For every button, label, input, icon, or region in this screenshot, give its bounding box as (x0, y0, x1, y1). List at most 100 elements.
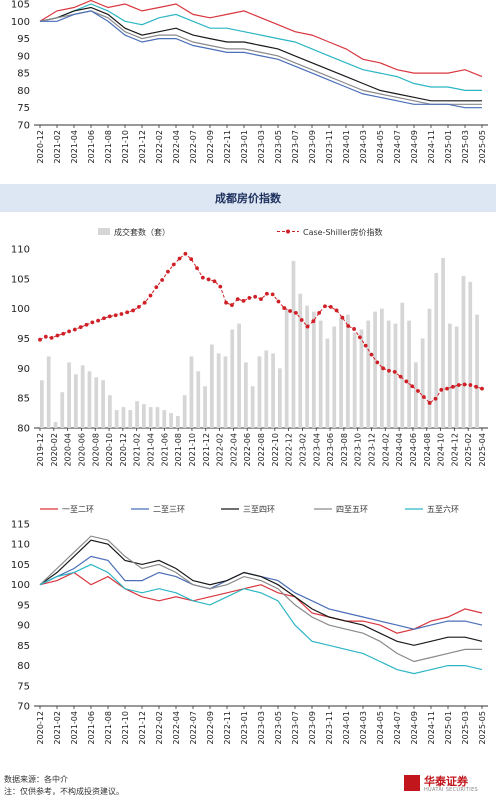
c2-legend-line-label: Case-Shiller房价指数 (303, 227, 383, 237)
c2-bar-61 (454, 326, 459, 428)
c2-bar-2 (53, 422, 58, 428)
c2-point-27 (195, 266, 199, 270)
c2-legend-bar-label: 成交套数（套） (114, 227, 170, 237)
c2-bar-64 (475, 314, 479, 428)
c2-point-36 (247, 296, 252, 300)
c2-point-5 (67, 329, 71, 334)
c2-bar-21 (182, 395, 187, 428)
c2-point-11 (102, 316, 106, 321)
c3-x-tick-2: 2021-04 (70, 711, 79, 744)
c3-x-tick-23: 2024-11 (427, 711, 436, 744)
c2-x-tick-18: 2022-12 (285, 433, 294, 466)
c1-x-tick-6: 2021-12 (138, 130, 147, 163)
c2-bar-30 (244, 362, 248, 428)
c1-series-3 (39, 10, 482, 105)
c2-point-21 (160, 278, 165, 282)
c2-point-25 (183, 251, 188, 256)
c2-bar-14 (135, 401, 139, 428)
c3-x-tick-17: 2023-11 (325, 711, 334, 744)
c3-y-tick-6: 100 (11, 580, 30, 591)
c2-x-tick-20: 2023-04 (312, 433, 321, 466)
c3-x-tick-7: 2022-02 (155, 711, 164, 744)
c2-point-57 (369, 352, 374, 357)
c2-point-44 (293, 310, 298, 315)
c3-x-tick-19: 2024-03 (359, 711, 368, 744)
c2-point-9 (90, 320, 95, 325)
c2-bar-17 (155, 407, 160, 428)
c1-x-tick-16: 2023-09 (308, 130, 317, 163)
c2-point-43 (288, 309, 292, 313)
c3-x-tick-10: 2022-09 (206, 711, 215, 744)
c2-bar-39 (305, 305, 309, 428)
c2-point-23 (171, 262, 176, 267)
c1-x-tick-4: 2021-08 (104, 130, 113, 163)
c3-x-tick-21: 2024-07 (393, 711, 402, 744)
c2-point-63 (404, 379, 409, 384)
c2-x-tick-4: 2020-08 (91, 433, 100, 466)
c3-x-tick-13: 2023-03 (257, 711, 266, 744)
banner-title: 成都房价指数 (215, 192, 281, 205)
c1-x-tick-3: 2021-06 (87, 130, 96, 163)
c3-x-tick-15: 2023-07 (291, 711, 300, 744)
c1-y-tick-6: 100 (11, 17, 30, 28)
c3-series-0 (39, 571, 483, 634)
c2-bar-31 (250, 386, 255, 428)
c2-point-76 (480, 386, 484, 391)
c2-point-72 (456, 383, 461, 387)
c2-point-62 (398, 374, 403, 379)
c2-point-34 (235, 297, 240, 302)
c2-bar-51 (386, 320, 391, 428)
c2-point-75 (474, 384, 479, 389)
c3-legend-label-0: 一至二环 (62, 505, 94, 514)
c2-bar-4 (67, 362, 71, 428)
c2-point-31 (218, 284, 223, 289)
c3-x-tick-0: 2020-12 (36, 711, 45, 744)
c1-y-tick-4: 90 (17, 51, 30, 62)
c2-point-68 (433, 396, 438, 401)
c2-point-15 (125, 310, 130, 315)
c3-x-tick-3: 2021-06 (87, 711, 96, 744)
c2-point-29 (206, 277, 211, 282)
c3-y-tick-2: 80 (17, 661, 30, 672)
c2-point-32 (224, 300, 229, 305)
c1-x-tick-9: 2022-07 (189, 130, 198, 163)
c3-series-4 (39, 563, 483, 675)
c1-x-tick-25: 2025-03 (461, 130, 470, 163)
c2-x-tick-24: 2023-12 (368, 433, 377, 466)
c3-x-tick-11: 2022-11 (223, 711, 232, 744)
c1-x-tick-1: 2021-02 (53, 130, 62, 163)
c2-bar-6 (80, 365, 85, 428)
c2-point-35 (241, 299, 246, 303)
c2-bar-49 (373, 311, 377, 428)
c1-x-tick-11: 2022-11 (223, 130, 232, 163)
c2-bar-24 (203, 386, 207, 428)
c2-x-tick-6: 2020-12 (119, 433, 128, 466)
c3-x-tick-8: 2022-04 (172, 711, 181, 744)
c2-bar-9 (101, 380, 105, 428)
c2-point-70 (445, 386, 450, 391)
c3-x-tick-14: 2023-05 (274, 711, 283, 744)
c2-bar-56 (420, 338, 425, 428)
c2-point-73 (462, 382, 467, 387)
c2-x-tick-32: 2025-04 (478, 433, 487, 466)
c3-y-tick-3: 85 (17, 641, 30, 652)
c1-series-2 (39, 6, 482, 102)
c2-point-65 (416, 389, 420, 393)
c2-bar-25 (210, 344, 214, 428)
c2-point-33 (230, 303, 234, 307)
c1-x-tick-0: 2020-12 (36, 130, 45, 163)
c2-point-69 (439, 387, 444, 392)
c1-x-tick-17: 2023-11 (325, 130, 334, 163)
c2-bar-62 (461, 275, 466, 428)
c2-point-67 (427, 401, 432, 405)
c2-point-64 (410, 384, 415, 389)
c2-bar-57 (427, 308, 432, 428)
c2-point-41 (276, 299, 281, 304)
logo-icon (404, 775, 420, 791)
c2-bar-18 (162, 410, 167, 428)
c3-y-tick-5: 95 (17, 600, 30, 611)
c1-x-tick-8: 2022-04 (172, 130, 181, 163)
c2-x-tick-13: 2022-02 (216, 433, 225, 466)
c2-bar-41 (318, 320, 323, 428)
c2-bar-12 (121, 407, 126, 428)
